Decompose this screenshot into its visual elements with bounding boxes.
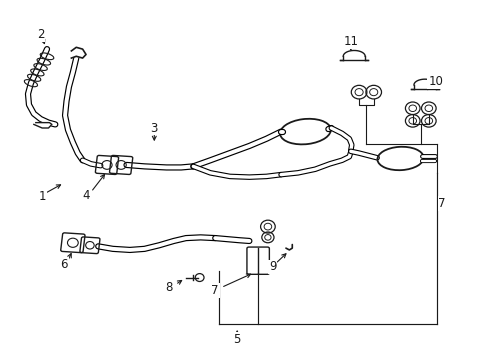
Text: 6: 6: [60, 258, 68, 271]
Text: 8: 8: [165, 281, 172, 294]
Text: 11: 11: [343, 35, 358, 49]
Text: 2: 2: [37, 28, 44, 41]
Polygon shape: [34, 123, 52, 128]
Text: 7: 7: [437, 197, 445, 210]
Text: 7: 7: [211, 284, 219, 297]
Text: 5: 5: [233, 333, 241, 346]
Text: 3: 3: [150, 122, 158, 135]
Text: 4: 4: [82, 189, 90, 202]
Text: 9: 9: [268, 260, 276, 273]
Text: 1: 1: [39, 190, 46, 203]
Polygon shape: [71, 47, 86, 58]
Text: 10: 10: [427, 75, 442, 88]
